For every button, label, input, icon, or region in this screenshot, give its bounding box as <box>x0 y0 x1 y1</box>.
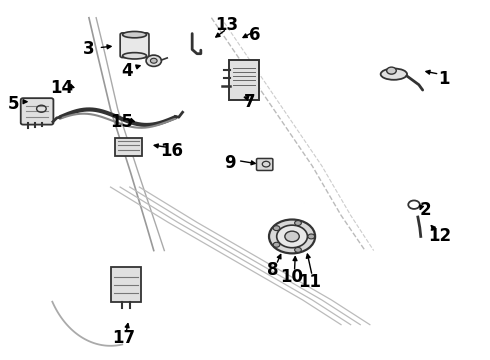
Text: 5: 5 <box>8 95 19 113</box>
Text: 13: 13 <box>215 16 238 34</box>
Text: 1: 1 <box>439 71 450 89</box>
Ellipse shape <box>122 53 147 59</box>
Ellipse shape <box>381 68 407 80</box>
Text: 16: 16 <box>161 142 184 160</box>
Text: 14: 14 <box>50 79 73 97</box>
Text: 11: 11 <box>298 273 321 291</box>
Text: 7: 7 <box>244 93 256 111</box>
Circle shape <box>269 220 315 253</box>
Circle shape <box>308 234 315 239</box>
Text: 2: 2 <box>419 201 431 219</box>
Text: 4: 4 <box>122 62 133 80</box>
Circle shape <box>294 221 301 225</box>
Text: 9: 9 <box>224 154 236 172</box>
Circle shape <box>273 226 280 231</box>
Circle shape <box>387 67 396 74</box>
Circle shape <box>277 225 307 248</box>
Text: 10: 10 <box>280 268 303 286</box>
Text: 12: 12 <box>428 228 451 246</box>
Text: 8: 8 <box>267 261 279 279</box>
FancyBboxPatch shape <box>120 33 149 58</box>
Circle shape <box>285 231 299 242</box>
Circle shape <box>146 55 161 66</box>
Ellipse shape <box>122 31 147 38</box>
FancyBboxPatch shape <box>21 98 53 125</box>
FancyBboxPatch shape <box>115 138 142 156</box>
Text: 15: 15 <box>110 113 133 131</box>
Text: 6: 6 <box>249 26 260 44</box>
Text: 3: 3 <box>83 40 95 58</box>
Circle shape <box>273 242 280 247</box>
Text: 17: 17 <box>112 329 136 347</box>
Circle shape <box>150 58 157 63</box>
FancyBboxPatch shape <box>229 60 259 100</box>
FancyBboxPatch shape <box>111 267 141 302</box>
FancyBboxPatch shape <box>257 158 273 171</box>
Circle shape <box>294 247 301 252</box>
